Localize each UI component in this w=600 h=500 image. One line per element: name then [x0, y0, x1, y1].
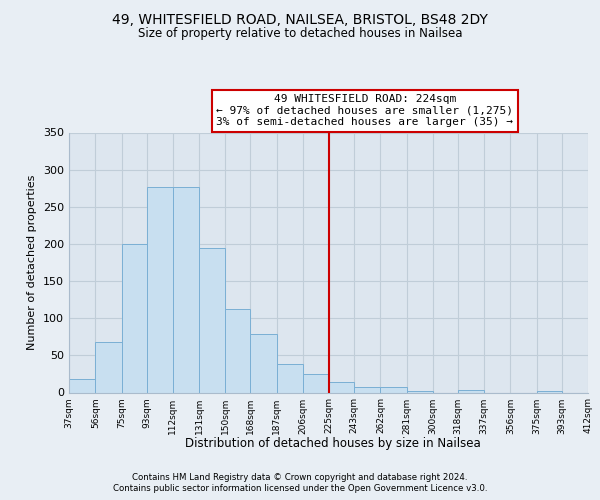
Bar: [277, 364, 303, 392]
Bar: [354, 388, 380, 392]
Bar: [226, 308, 250, 392]
Text: Size of property relative to detached houses in Nailsea: Size of property relative to detached ho…: [138, 28, 462, 40]
Bar: [199, 248, 226, 392]
Bar: [303, 374, 329, 392]
Text: 49 WHITESFIELD ROAD: 224sqm
← 97% of detached houses are smaller (1,275)
3% of s: 49 WHITESFIELD ROAD: 224sqm ← 97% of det…: [217, 94, 514, 128]
Bar: [250, 334, 277, 392]
Bar: [458, 390, 484, 392]
Bar: [173, 186, 199, 392]
Bar: [380, 386, 407, 392]
Bar: [329, 382, 354, 392]
Text: 49, WHITESFIELD ROAD, NAILSEA, BRISTOL, BS48 2DY: 49, WHITESFIELD ROAD, NAILSEA, BRISTOL, …: [112, 12, 488, 26]
Text: Contains public sector information licensed under the Open Government Licence v3: Contains public sector information licen…: [113, 484, 487, 493]
Bar: [537, 391, 562, 392]
Bar: [122, 244, 146, 392]
Bar: [407, 391, 433, 392]
Text: Contains HM Land Registry data © Crown copyright and database right 2024.: Contains HM Land Registry data © Crown c…: [132, 472, 468, 482]
Y-axis label: Number of detached properties: Number of detached properties: [28, 175, 37, 350]
Text: Distribution of detached houses by size in Nailsea: Distribution of detached houses by size …: [185, 438, 481, 450]
Bar: [69, 379, 95, 392]
Bar: [146, 186, 173, 392]
Bar: [95, 342, 122, 392]
